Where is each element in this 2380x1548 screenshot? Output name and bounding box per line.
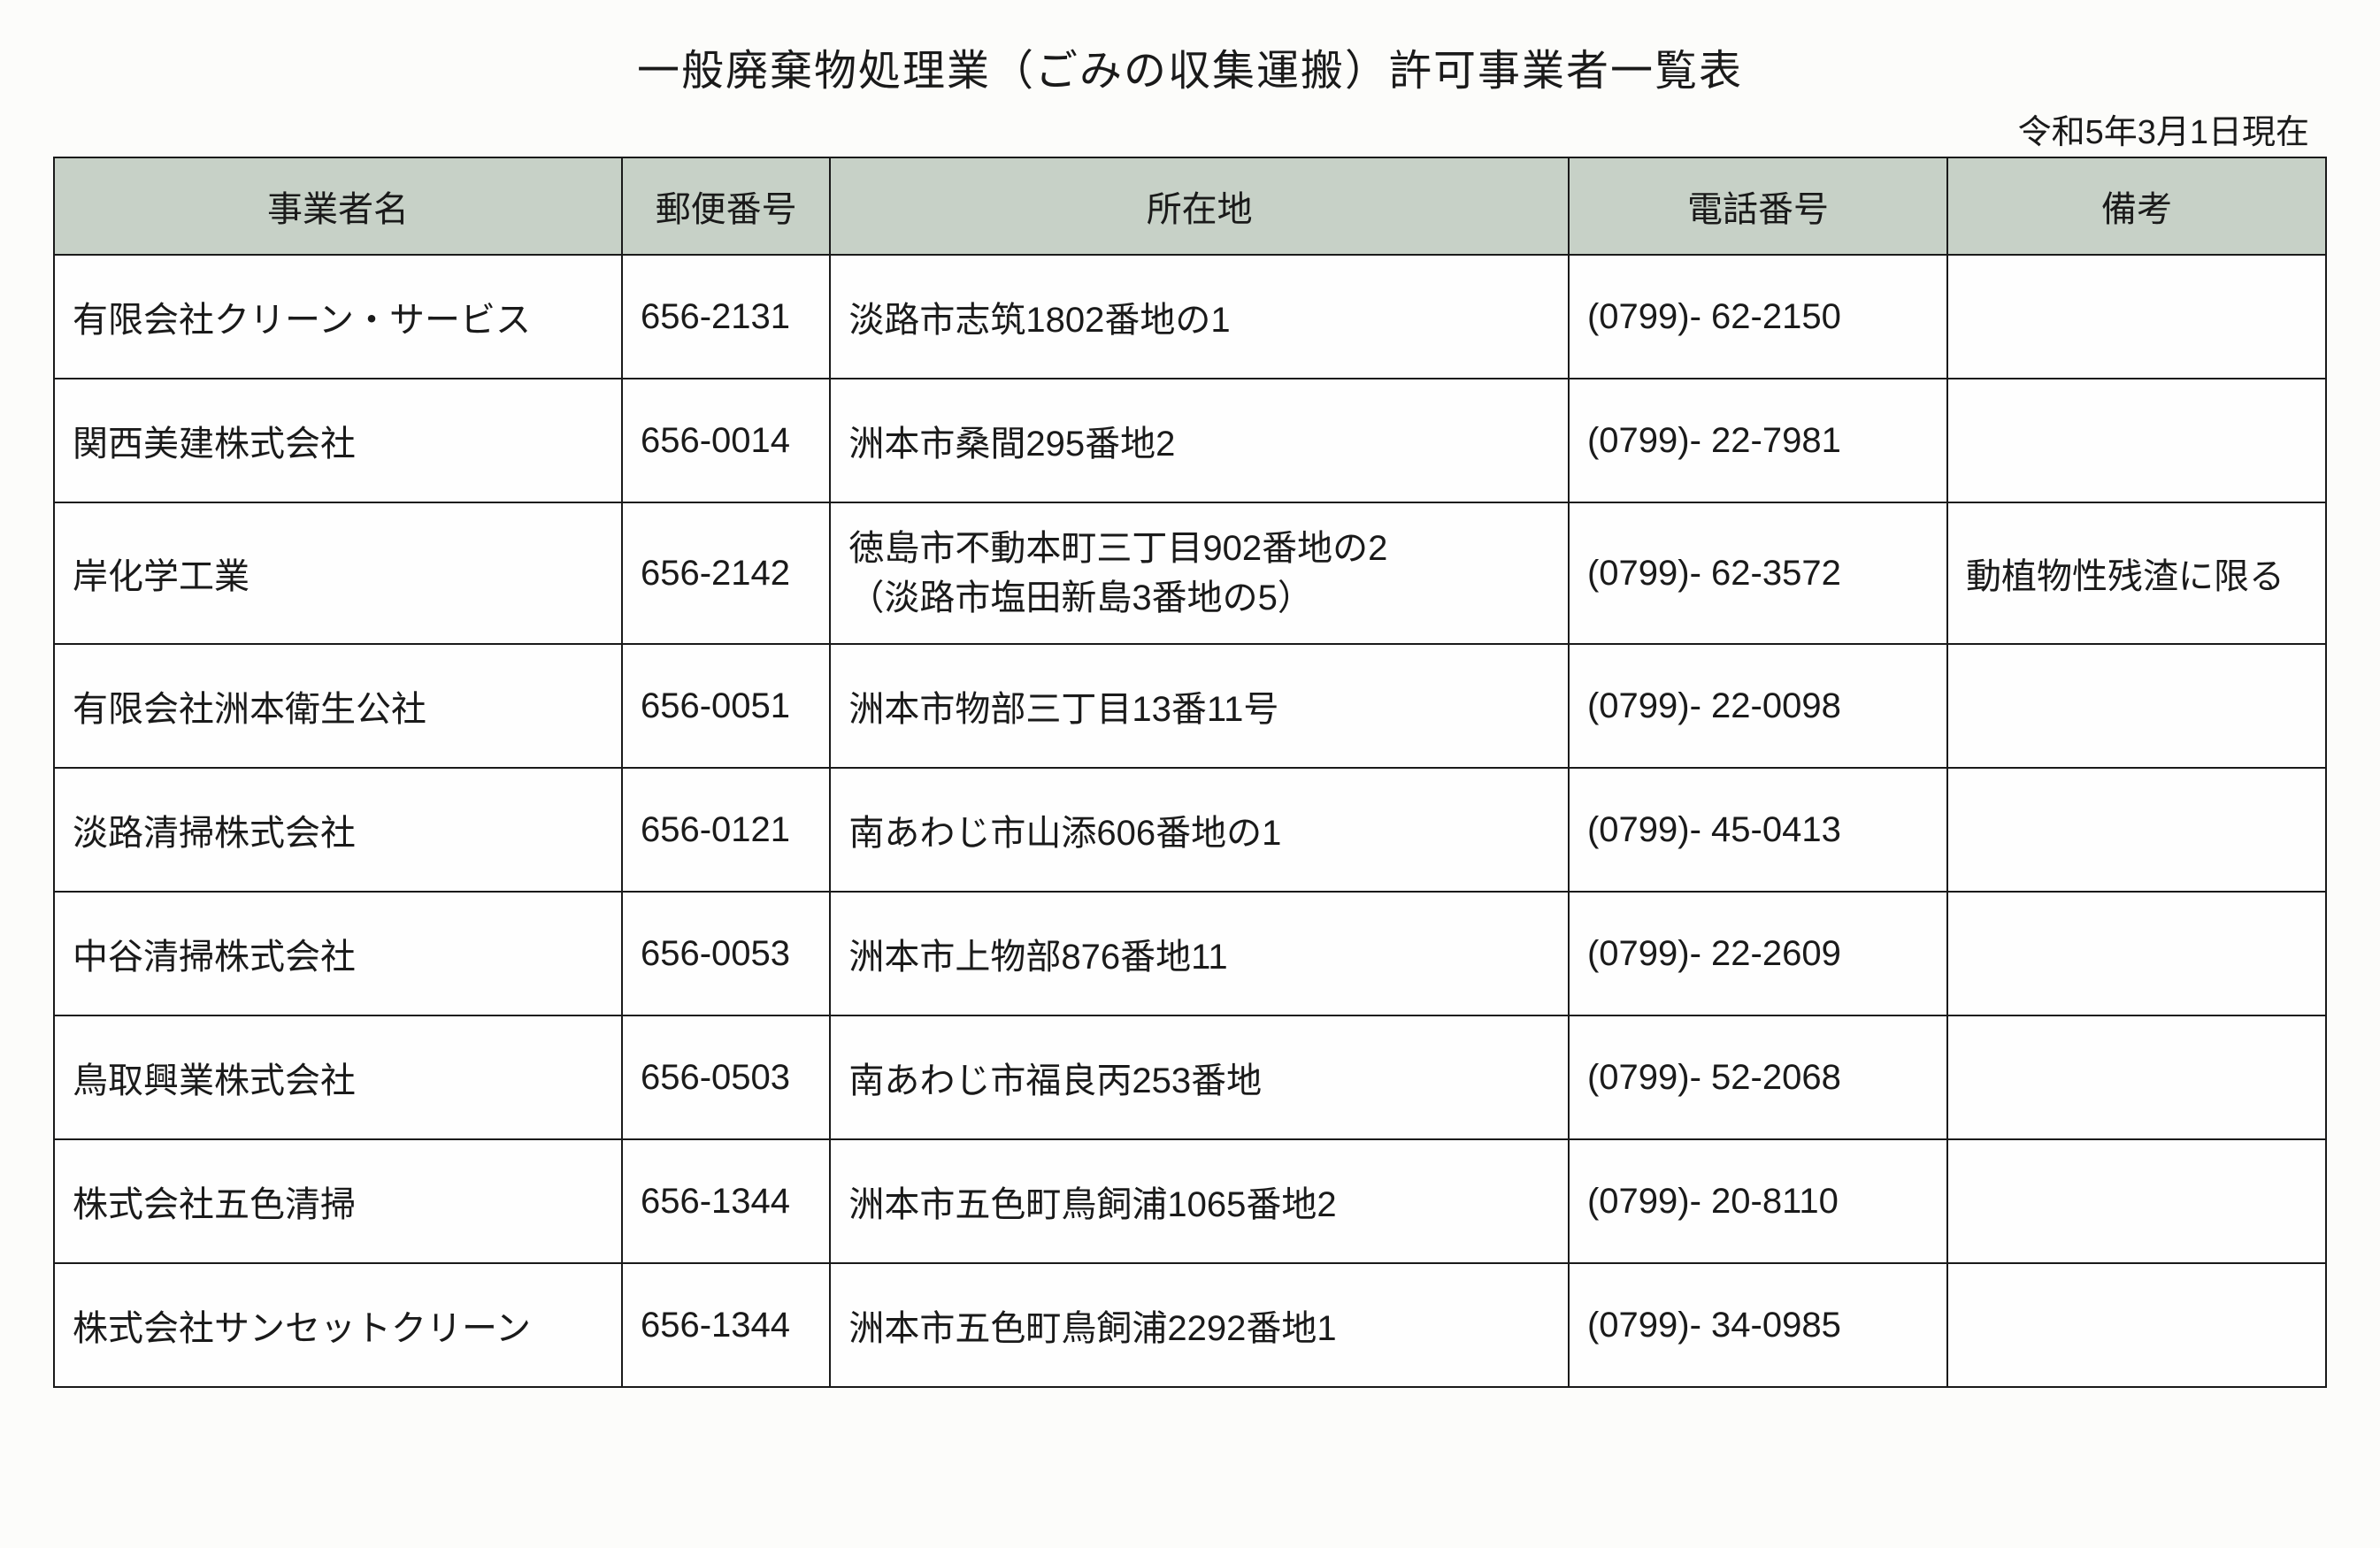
cell-notes: 動植物性残渣に限る (1947, 502, 2326, 644)
cell-address: 洲本市五色町鳥飼浦1065番地2 (830, 1139, 1569, 1263)
cell-address: 洲本市上物部876番地11 (830, 892, 1569, 1015)
cell-name: 淡路清掃株式会社 (54, 768, 622, 892)
table-row: 岸化学工業656-2142徳島市不動本町三丁目902番地の2（淡路市塩田新島3番… (54, 502, 2326, 644)
cell-name: 中谷清掃株式会社 (54, 892, 622, 1015)
table-body: 有限会社クリーン・サービス656-2131淡路市志筑1802番地の1(0799)… (54, 255, 2326, 1387)
cell-name: 有限会社クリーン・サービス (54, 255, 622, 379)
cell-phone: (0799)- 22-7981 (1569, 379, 1947, 502)
cell-address-line: （淡路市塩田新島3番地の5） (848, 573, 1550, 623)
col-header-postal: 郵便番号 (622, 157, 830, 255)
cell-address: 洲本市桑間295番地2 (830, 379, 1569, 502)
cell-address: 淡路市志筑1802番地の1 (830, 255, 1569, 379)
table-header-row: 事業者名 郵便番号 所在地 電話番号 備考 (54, 157, 2326, 255)
table-row: 中谷清掃株式会社656-0053洲本市上物部876番地11(0799)- 22-… (54, 892, 2326, 1015)
cell-name: 岸化学工業 (54, 502, 622, 644)
cell-notes (1947, 379, 2326, 502)
cell-postal: 656-1344 (622, 1263, 830, 1387)
cell-postal: 656-0014 (622, 379, 830, 502)
effective-date: 令和5年3月1日現在 (2018, 114, 2309, 151)
col-header-notes: 備考 (1947, 157, 2326, 255)
cell-address-line: 徳島市不動本町三丁目902番地の2 (848, 524, 1550, 573)
table-row: 株式会社サンセットクリーン656-1344洲本市五色町鳥飼浦2292番地1(07… (54, 1263, 2326, 1387)
cell-notes (1947, 1015, 2326, 1139)
cell-postal: 656-1344 (622, 1139, 830, 1263)
cell-phone: (0799)- 45-0413 (1569, 768, 1947, 892)
cell-postal: 656-0121 (622, 768, 830, 892)
cell-postal: 656-0503 (622, 1015, 830, 1139)
title-row: 一般廃棄物処理業（ごみの収集運搬）許可事業者一覧表 (53, 35, 2327, 97)
cell-notes (1947, 644, 2326, 768)
cell-phone: (0799)- 62-2150 (1569, 255, 1947, 379)
cell-postal: 656-2142 (622, 502, 830, 644)
cell-phone: (0799)- 62-3572 (1569, 502, 1947, 644)
cell-phone: (0799)- 20-8110 (1569, 1139, 1947, 1263)
licensees-table: 事業者名 郵便番号 所在地 電話番号 備考 有限会社クリーン・サービス656-2… (53, 157, 2327, 1388)
table-row: 有限会社クリーン・サービス656-2131淡路市志筑1802番地の1(0799)… (54, 255, 2326, 379)
cell-address: 徳島市不動本町三丁目902番地の2（淡路市塩田新島3番地の5） (830, 502, 1569, 644)
date-row: 令和5年3月1日現在 (53, 104, 2327, 153)
table-row: 有限会社洲本衛生公社656-0051洲本市物部三丁目13番11号(0799)- … (54, 644, 2326, 768)
table-row: 株式会社五色清掃656-1344洲本市五色町鳥飼浦1065番地2(0799)- … (54, 1139, 2326, 1263)
cell-name: 株式会社五色清掃 (54, 1139, 622, 1263)
cell-name: 株式会社サンセットクリーン (54, 1263, 622, 1387)
col-header-name: 事業者名 (54, 157, 622, 255)
table-row: 関西美建株式会社656-0014洲本市桑間295番地2(0799)- 22-79… (54, 379, 2326, 502)
col-header-address: 所在地 (830, 157, 1569, 255)
cell-phone: (0799)- 52-2068 (1569, 1015, 1947, 1139)
cell-postal: 656-2131 (622, 255, 830, 379)
cell-notes (1947, 1139, 2326, 1263)
cell-name: 関西美建株式会社 (54, 379, 622, 502)
cell-name: 有限会社洲本衛生公社 (54, 644, 622, 768)
cell-postal: 656-0051 (622, 644, 830, 768)
cell-notes (1947, 1263, 2326, 1387)
cell-address: 洲本市五色町鳥飼浦2292番地1 (830, 1263, 1569, 1387)
cell-phone: (0799)- 34-0985 (1569, 1263, 1947, 1387)
table-row: 鳥取興業株式会社656-0503南あわじ市福良丙253番地(0799)- 52-… (54, 1015, 2326, 1139)
cell-address: 南あわじ市福良丙253番地 (830, 1015, 1569, 1139)
cell-address: 南あわじ市山添606番地の1 (830, 768, 1569, 892)
page-title: 一般廃棄物処理業（ごみの収集運搬）許可事業者一覧表 (53, 35, 2327, 97)
cell-notes (1947, 768, 2326, 892)
col-header-phone: 電話番号 (1569, 157, 1947, 255)
cell-notes (1947, 255, 2326, 379)
cell-name: 鳥取興業株式会社 (54, 1015, 622, 1139)
cell-postal: 656-0053 (622, 892, 830, 1015)
cell-address: 洲本市物部三丁目13番11号 (830, 644, 1569, 768)
cell-phone: (0799)- 22-2609 (1569, 892, 1947, 1015)
table-row: 淡路清掃株式会社656-0121南あわじ市山添606番地の1(0799)- 45… (54, 768, 2326, 892)
cell-notes (1947, 892, 2326, 1015)
cell-phone: (0799)- 22-0098 (1569, 644, 1947, 768)
